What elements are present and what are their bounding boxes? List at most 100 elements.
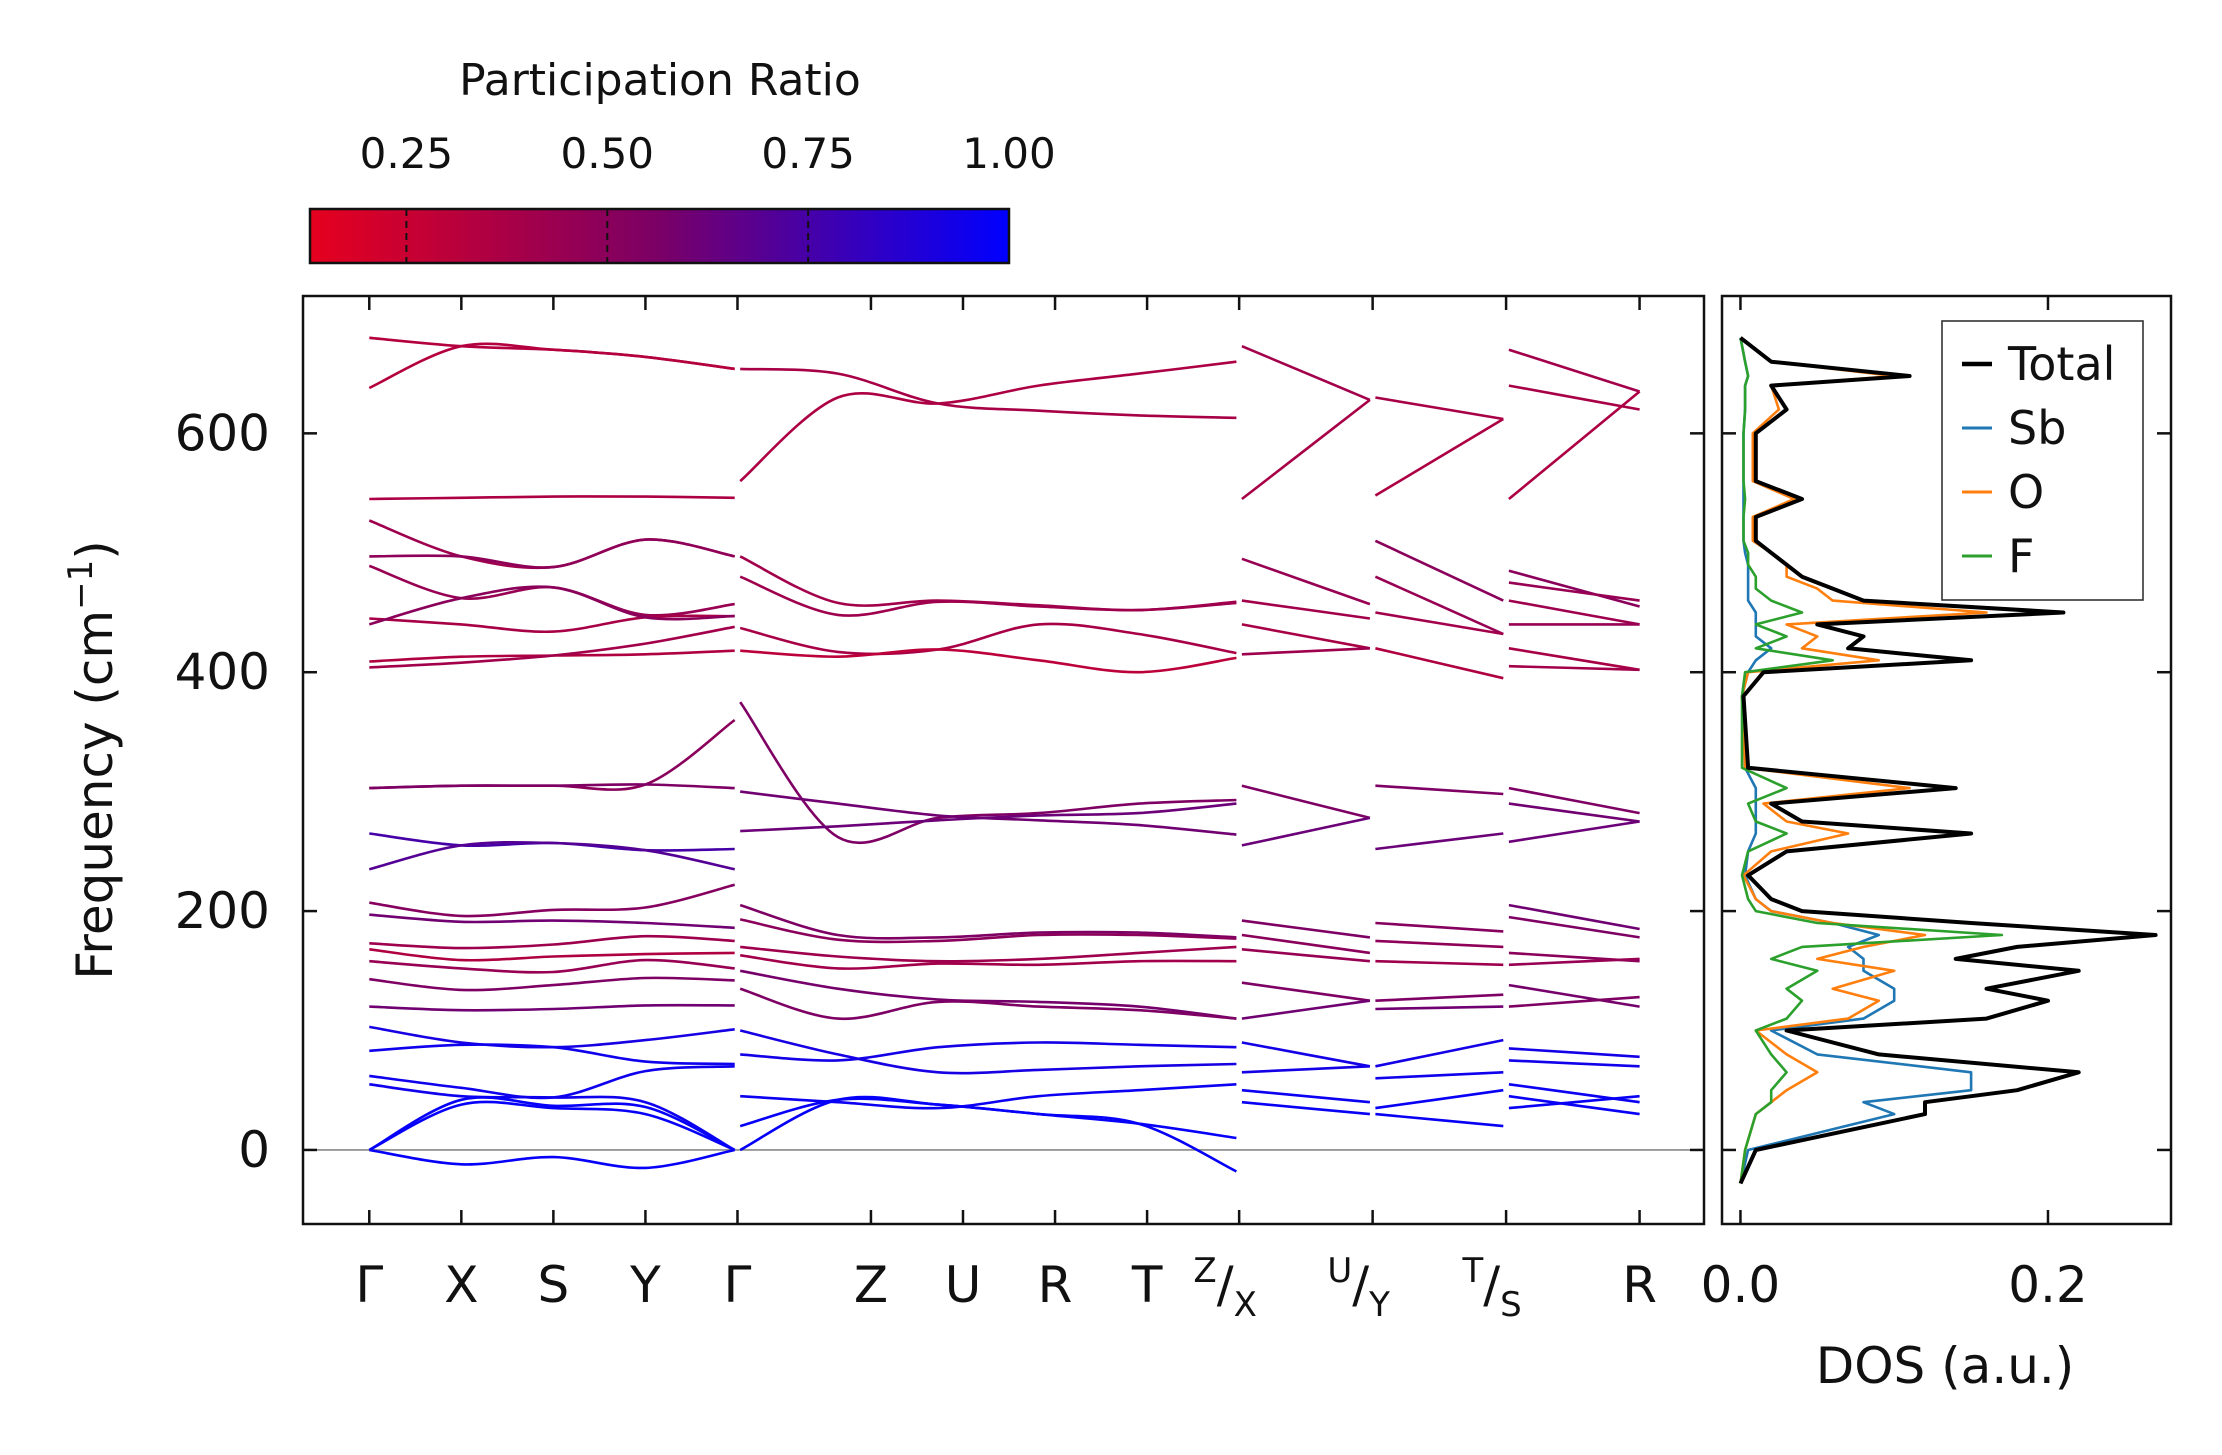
phonon-band xyxy=(1508,915,1640,939)
x-tick-label: Y xyxy=(629,1256,661,1314)
colorbar-tick-label: 1.00 xyxy=(962,129,1056,178)
phonon-band xyxy=(740,1041,1237,1062)
phonon-band xyxy=(368,840,735,871)
x-tick-label: U/Y xyxy=(1327,1251,1390,1325)
x-tick-label: Z/X xyxy=(1193,1251,1256,1325)
phonon-band xyxy=(740,954,1237,970)
phonon-band xyxy=(369,336,735,371)
phonon-band xyxy=(739,969,1237,1020)
x-tick-label-sup: T xyxy=(1461,1251,1483,1291)
x-tick-label-sub: X xyxy=(1234,1285,1257,1325)
phonon-band xyxy=(1375,921,1504,933)
phonon-band xyxy=(1508,1094,1640,1116)
phonon-band xyxy=(1375,1071,1504,1080)
dos-y-ticks xyxy=(1722,432,2171,1152)
colorbar-gradient xyxy=(308,207,1011,265)
phonon-band xyxy=(1241,919,1371,939)
x-tick-label-sub: S xyxy=(1500,1285,1522,1325)
dos-panel-frame xyxy=(1720,294,2173,1226)
phonon-band xyxy=(1508,786,1640,815)
dos-panel: 0.0 0.2 DOS (a.u.) Total Sb OF xyxy=(1701,294,2173,1395)
legend: Total Sb OF xyxy=(1941,320,2144,601)
phonon-band xyxy=(739,575,1237,617)
phonon-band xyxy=(1508,599,1640,626)
y-tick-label: 600 xyxy=(175,404,270,462)
band-panel-frame xyxy=(301,294,1706,1226)
phonon-band xyxy=(369,1025,735,1049)
phonon-band xyxy=(1241,999,1371,1020)
phonon-band xyxy=(368,342,735,390)
phonon-band xyxy=(369,625,735,669)
x-tick-label: T xyxy=(1131,1256,1163,1314)
dos-curves xyxy=(1738,336,2158,1185)
phonon-band xyxy=(1375,611,1504,636)
phonon-band xyxy=(1241,557,1371,606)
phonon-band xyxy=(369,783,735,790)
phonon-band xyxy=(740,945,1237,963)
phonon-band xyxy=(1241,647,1370,656)
phonon-band xyxy=(1374,417,1504,497)
phonon-band xyxy=(1375,1005,1504,1011)
phonon-band xyxy=(1508,581,1640,602)
phonon-band xyxy=(1508,820,1640,844)
y-tick-label: 400 xyxy=(175,643,270,701)
phonon-band xyxy=(368,519,735,570)
phonon-band xyxy=(369,934,735,950)
x-tick-label: U xyxy=(945,1256,982,1314)
x-tick-label: X xyxy=(444,1256,478,1314)
x-tick-label: T/S xyxy=(1461,1251,1521,1325)
dos-x-axis-label: DOS (a.u.) xyxy=(1816,1337,2075,1395)
dos-curve-sb xyxy=(1739,337,1973,1184)
x-tick-label: R xyxy=(1038,1256,1073,1314)
phonon-band xyxy=(739,360,1237,483)
colorbar-tick-labels: 0.25 0.50 0.75 1.00 xyxy=(360,129,1056,178)
phonon-band xyxy=(1508,1083,1640,1104)
phonon-band xyxy=(739,1095,1237,1173)
dos-x-tick-label: 0.2 xyxy=(2008,1256,2088,1314)
legend-label-f: F xyxy=(2008,529,2034,583)
y-tick-label: 0 xyxy=(238,1121,270,1179)
legend-label-total: Total xyxy=(2007,337,2115,391)
phonon-band xyxy=(368,1096,736,1152)
phonon-band xyxy=(369,538,735,569)
phonon-band xyxy=(1241,398,1371,501)
dos-x-tick-label: 0.0 xyxy=(1701,1256,1781,1314)
phonon-band xyxy=(1508,384,1640,411)
colorbar: Participation Ratio 0.25 0.50 0.75 1.00 xyxy=(308,55,1056,265)
x-tick-label-sup: Z xyxy=(1193,1251,1216,1291)
phonon-band xyxy=(1241,599,1371,620)
y-axis-label-close: ) xyxy=(66,540,124,560)
x-tick-label-sub: Y xyxy=(1368,1285,1390,1325)
phonon-band xyxy=(1241,816,1371,847)
phonon-band xyxy=(1508,390,1641,501)
phonon-band xyxy=(1508,1059,1640,1068)
colorbar-tick-label: 0.75 xyxy=(761,129,855,178)
phonon-band xyxy=(1241,1100,1371,1116)
x-tick-label: Γ xyxy=(355,1256,383,1314)
phonon-band xyxy=(1508,957,1640,967)
phonon-band xyxy=(740,367,1237,420)
phonon-band xyxy=(1241,1041,1371,1068)
colorbar-tick-label: 0.25 xyxy=(360,129,454,178)
x-tick-label: S xyxy=(538,1256,570,1314)
phonon-band xyxy=(739,622,1237,656)
colorbar-tick-label: 0.50 xyxy=(561,129,655,178)
phonon-band xyxy=(1241,981,1371,1002)
phonon-band xyxy=(1508,802,1640,823)
x-tick-label-slash: / xyxy=(1483,1256,1500,1314)
colorbar-ticks xyxy=(405,209,810,263)
dos-curve-total xyxy=(1738,336,2158,1185)
dos-x-ticks: 0.0 0.2 xyxy=(1701,296,2088,1314)
phonon-band xyxy=(1241,1088,1371,1104)
phonon-band xyxy=(739,701,1237,845)
phonon-band xyxy=(368,1100,736,1152)
phonon-band xyxy=(369,1083,736,1152)
phonon-band xyxy=(1375,939,1504,949)
phonon-band xyxy=(1508,1047,1640,1059)
phonon-band xyxy=(739,918,1237,944)
legend-label-o: O xyxy=(2008,465,2044,519)
phonon-band xyxy=(369,976,735,992)
dos-curve-f xyxy=(1739,337,2004,1184)
